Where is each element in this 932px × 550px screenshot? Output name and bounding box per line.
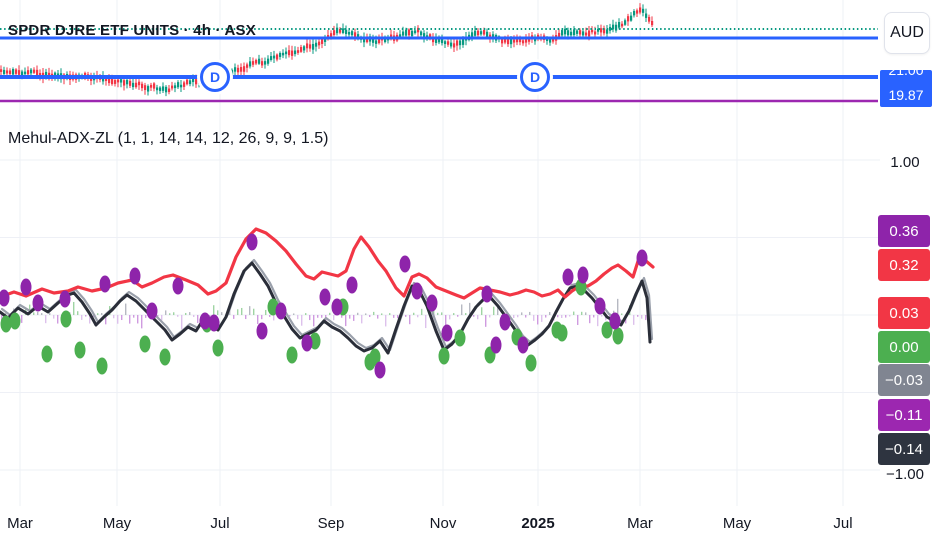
indicator-value-label: −0.11: [878, 399, 930, 431]
time-axis-label: Sep: [317, 515, 345, 532]
indicator-scale-bottom-label: −1.00: [886, 466, 924, 483]
indicator-value-label: 0.00: [878, 331, 930, 363]
indicator-value-label: 0.32: [878, 249, 930, 281]
price-line-label: 19.87: [888, 87, 924, 103]
time-axis-label: 2025: [521, 515, 555, 532]
currency-button[interactable]: AUD: [884, 12, 930, 54]
indicator-value-label: 0.36: [878, 215, 930, 247]
price-line-label: 21.00: [888, 70, 924, 78]
time-axis-label: Mar: [627, 515, 653, 532]
indicator-value-label: −0.14: [878, 433, 930, 465]
indicator-value-label: 0.03: [878, 297, 930, 329]
indicator-title[interactable]: Mehul-ADX-ZL (1, 1, 14, 14, 12, 26, 9, 9…: [8, 130, 329, 147]
time-axis-label: Mar: [7, 515, 33, 532]
time-axis-label: Nov: [429, 515, 457, 532]
chart-canvas[interactable]: [0, 0, 932, 506]
symbol-title[interactable]: SPDR DJRE ETF UNITS · 4h · ASX: [8, 22, 256, 39]
indicator-scale-top-label: 1.00: [890, 154, 920, 171]
time-axis-label: May: [102, 515, 132, 532]
indicator-value-label: −0.03: [878, 364, 930, 396]
time-axis[interactable]: Mar May Jul Sep Nov 2025 Mar May Jul: [0, 506, 932, 550]
dividend-marker-label: D: [209, 69, 221, 85]
time-axis-label: May: [722, 515, 752, 532]
time-axis-label: Jul: [833, 515, 853, 532]
time-axis-label: Jul: [210, 515, 230, 532]
dividend-marker-label: D: [529, 69, 541, 85]
dividend-marker[interactable]: D: [200, 62, 230, 92]
price-line-labels: 21.00 19.87: [880, 70, 932, 107]
price-scale[interactable]: 1.00 −1.00 21.00 19.87 0.36 0.32 0.03 0.…: [878, 0, 932, 506]
dividend-marker[interactable]: D: [520, 62, 550, 92]
